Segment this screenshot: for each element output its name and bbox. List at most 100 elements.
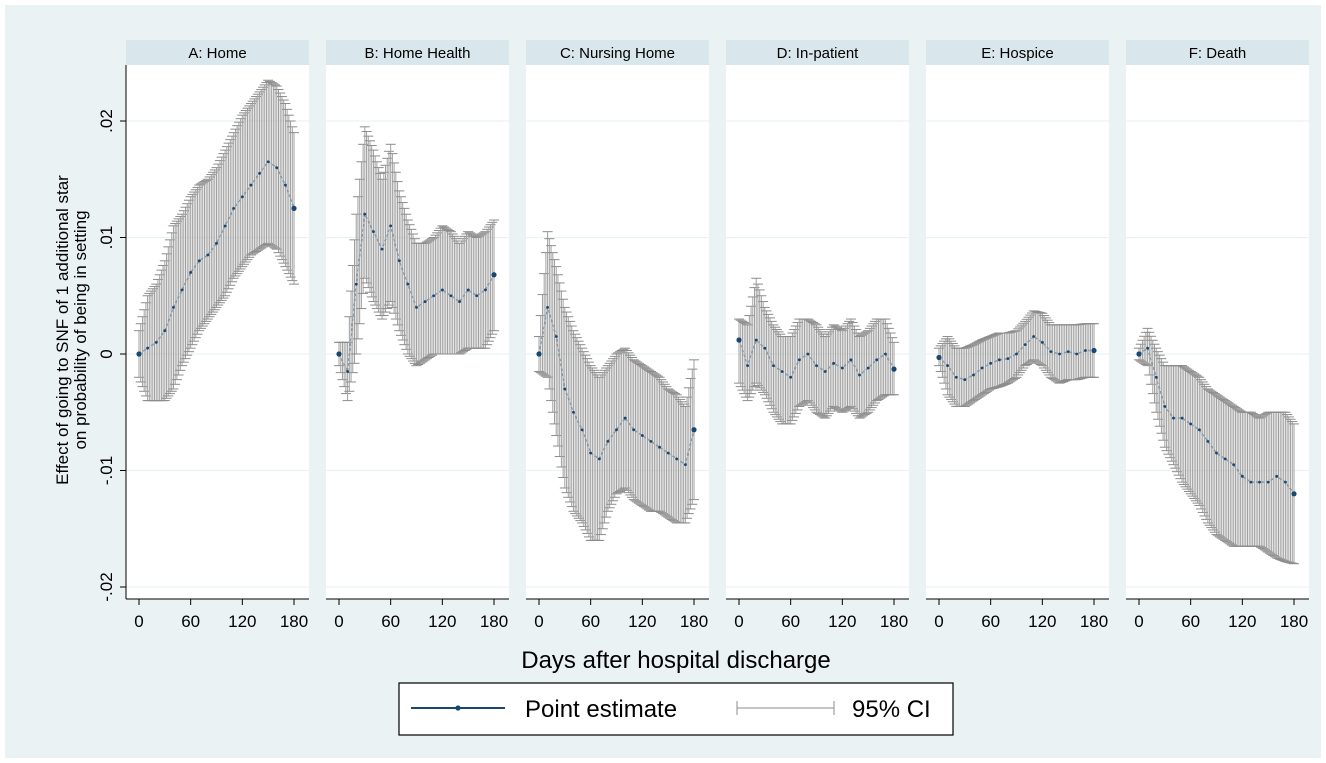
ci-error-bars xyxy=(934,310,1099,407)
point-estimate-marker xyxy=(632,428,636,432)
point-estimate-marker xyxy=(546,306,550,309)
x-tick-label: 60 xyxy=(1181,612,1200,631)
panel-strip xyxy=(726,40,909,65)
point-estimate-marker xyxy=(172,306,175,309)
panel-4: E: Hospice 0 60 120 180 xyxy=(926,40,1109,631)
point-estimate-marker xyxy=(875,358,879,362)
point-estimate-marker xyxy=(736,337,742,343)
point-estimate-marker xyxy=(615,428,618,432)
panel-1: B: Home Health 0 60 120 180 xyxy=(326,40,509,631)
point-estimate-marker xyxy=(154,340,158,344)
point-estimate-marker xyxy=(275,166,279,170)
point-estimate-marker xyxy=(163,329,167,333)
panel-title: B: Home Health xyxy=(365,45,471,62)
point-estimate-marker xyxy=(475,294,479,298)
x-tick-label: 60 xyxy=(981,612,1000,631)
x-tick-label: 120 xyxy=(828,612,856,631)
point-estimate-marker xyxy=(1049,350,1053,354)
legend-ci-symbol xyxy=(736,701,835,715)
ci-error-bars xyxy=(1134,327,1299,565)
panels: A: Home 0 60 120 180 B: Home Health 0 60 120 180 C… xyxy=(126,40,1309,631)
point-estimate-marker xyxy=(563,387,567,391)
point-estimate-marker xyxy=(891,366,897,372)
x-tick-label: 120 xyxy=(228,612,256,631)
point-estimate-marker xyxy=(536,351,542,357)
point-estimate-marker xyxy=(936,354,942,361)
point-estimate-marker xyxy=(1180,416,1184,420)
point-estimate-marker xyxy=(797,358,801,362)
point-estimate-marker xyxy=(866,366,870,370)
y-axis: -.02 -.01 0 .01 .02 xyxy=(97,65,127,602)
y-tick-label: 0 xyxy=(97,349,116,358)
point-estimate-marker xyxy=(554,335,558,338)
y-axis-label-line1: Effect of going to SNF of 1 additional s… xyxy=(53,175,72,485)
point-estimate-marker xyxy=(1291,491,1297,497)
point-estimate-marker xyxy=(823,370,827,373)
point-estimate-marker xyxy=(691,427,697,433)
y-tick-label: .01 xyxy=(97,226,116,250)
point-estimate-marker xyxy=(1266,480,1270,484)
y-axis-label-line2: on probability of being in setting xyxy=(71,210,90,449)
point-estimate-marker xyxy=(372,230,375,234)
point-estimate-marker xyxy=(963,378,967,382)
x-tick-label: 60 xyxy=(181,612,200,631)
panel-2: C: Nursing Home 0 60 120 180 xyxy=(526,40,709,631)
point-estimate-marker xyxy=(215,241,218,245)
point-estimate-marker xyxy=(291,205,297,211)
point-estimate-marker xyxy=(1091,347,1097,354)
point-estimate-marker xyxy=(946,364,950,368)
point-estimate-marker xyxy=(658,445,661,449)
x-tick-label: 0 xyxy=(334,612,343,631)
point-estimate-marker xyxy=(389,224,393,228)
point-estimate-marker xyxy=(789,375,793,379)
point-estimate-marker xyxy=(397,259,401,263)
point-estimate-marker xyxy=(206,253,210,257)
point-estimate-marker xyxy=(136,351,142,357)
panel-strip xyxy=(926,40,1109,65)
panel-title: E: Hospice xyxy=(981,45,1054,62)
y-tick-label: .02 xyxy=(97,109,116,133)
point-estimate-marker xyxy=(1163,405,1167,408)
x-tick-label: 0 xyxy=(734,612,743,631)
x-tick-label: 180 xyxy=(480,612,508,631)
point-estimate-marker xyxy=(1136,351,1142,357)
point-estimate-marker xyxy=(423,300,427,303)
point-estimate-marker xyxy=(1232,463,1236,467)
point-estimate-marker xyxy=(249,183,253,187)
point-estimate-marker xyxy=(572,410,575,414)
point-estimate-marker xyxy=(363,212,367,216)
point-estimate-marker xyxy=(197,259,201,263)
point-estimate-marker xyxy=(1006,357,1010,361)
x-axis-label: Days after hospital discharge xyxy=(521,647,831,674)
legend-point-estimate-marker xyxy=(455,705,461,711)
point-estimate-marker xyxy=(1075,352,1079,356)
panel-3: D: In-patient 0 60 120 180 xyxy=(726,40,909,631)
x-tick-label: 180 xyxy=(1280,612,1308,631)
point-estimate-marker xyxy=(354,282,358,286)
legend-ci-label: 95% CI xyxy=(852,696,931,723)
point-estimate-marker xyxy=(883,352,887,356)
point-estimate-marker xyxy=(1154,375,1158,379)
point-estimate-marker xyxy=(806,352,810,356)
panel-title: A: Home xyxy=(188,45,246,62)
point-estimate-marker xyxy=(232,206,236,210)
point-estimate-marker xyxy=(189,271,193,274)
point-estimate-marker xyxy=(954,375,958,379)
point-estimate-marker xyxy=(815,364,818,368)
panel-title: C: Nursing Home xyxy=(560,45,675,62)
x-tick-label: 0 xyxy=(534,612,543,631)
x-tick-label: 0 xyxy=(934,612,943,631)
point-estimate-marker xyxy=(1066,350,1070,354)
panel-5: F: Death 0 60 120 180 xyxy=(1126,40,1309,631)
panel-title: F: Death xyxy=(1189,45,1247,62)
point-estimate-marker xyxy=(989,361,993,365)
point-estimate-marker xyxy=(580,428,584,432)
point-estimate-marker xyxy=(840,366,844,370)
point-estimate-marker xyxy=(606,439,610,443)
point-estimate-marker xyxy=(223,224,227,228)
point-estimate-marker xyxy=(763,346,767,350)
point-estimate-marker xyxy=(466,288,470,292)
point-estimate-marker xyxy=(849,358,853,362)
point-estimate-marker xyxy=(683,463,687,467)
